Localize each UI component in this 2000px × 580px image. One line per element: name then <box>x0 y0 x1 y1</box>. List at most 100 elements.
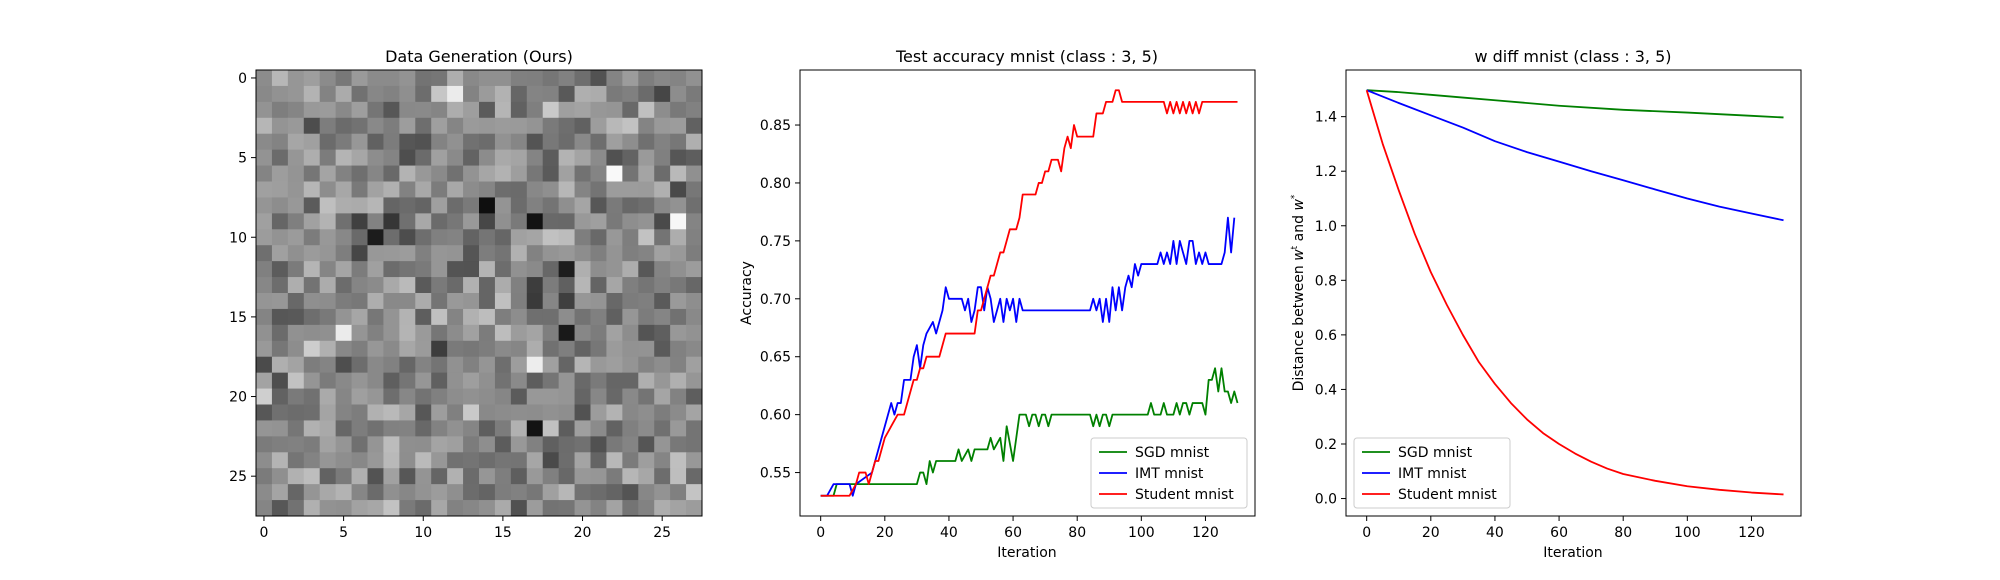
heatmap-cell <box>558 197 575 214</box>
heatmap-cell <box>303 229 321 246</box>
y-tick-label: 0.70 <box>760 292 791 308</box>
heatmap-cell <box>622 197 639 214</box>
heatmap-cell <box>463 117 480 135</box>
heatmap-cell <box>686 213 703 230</box>
heatmap-cell <box>335 229 352 246</box>
heatmap-cell <box>622 468 639 485</box>
heatmap-cell <box>287 404 305 421</box>
x-tick-label: 80 <box>1614 525 1632 541</box>
y-tick-label: 1.4 <box>1315 110 1337 126</box>
heatmap-cell <box>303 85 321 103</box>
heatmap-cell <box>431 420 448 437</box>
heatmap-cell <box>654 308 671 326</box>
heatmap-cell <box>590 197 607 214</box>
series-line <box>1365 89 1784 496</box>
heatmap-cell <box>431 133 448 151</box>
heatmap-cell <box>542 452 560 469</box>
heatmap-cell <box>303 70 321 87</box>
heatmap-cell <box>686 356 703 374</box>
heatmap-cell <box>510 213 528 230</box>
heatmap-cell <box>271 293 289 310</box>
heatmap-cell <box>638 404 655 421</box>
heatmap-cell <box>542 404 560 421</box>
heatmap-cell <box>447 356 464 374</box>
heatmap-cell <box>287 213 305 230</box>
heatmap-cell <box>479 436 496 453</box>
heatmap-cell <box>287 181 305 198</box>
heatmap-cell <box>463 149 480 166</box>
series-line <box>820 216 1236 497</box>
heatmap-cell <box>319 356 337 374</box>
heatmap-cell <box>494 356 512 374</box>
heatmap-cell <box>590 356 607 374</box>
heatmap-cell <box>287 277 305 294</box>
heatmap-cell <box>686 165 703 182</box>
heatmap-cell <box>590 261 607 278</box>
heatmap-cell <box>494 308 512 326</box>
heatmap-cell <box>447 165 464 182</box>
heatmap-cell <box>463 452 480 469</box>
heatmap-cell <box>463 181 480 198</box>
heatmap-cell <box>319 149 337 166</box>
heatmap-cell <box>447 308 464 326</box>
heatmap-cell <box>335 420 352 437</box>
heatmap-cell <box>686 436 703 453</box>
heatmap-cell <box>463 372 480 389</box>
heatmap-cell <box>383 484 400 501</box>
heatmap-cell <box>287 500 305 517</box>
heatmap-cell <box>367 500 384 517</box>
heatmap-cell <box>367 308 384 326</box>
heatmap-cell <box>351 101 368 119</box>
heatmap-cell <box>574 420 591 437</box>
heatmap-cell <box>383 500 400 517</box>
heatmap-cell <box>479 293 496 310</box>
heatmap-cell <box>256 388 273 405</box>
heatmap-cell <box>526 420 544 437</box>
heatmap-cell <box>654 340 671 358</box>
x-tick-label: 25 <box>653 525 671 541</box>
heatmap-cell <box>606 277 623 294</box>
heatmap-cell <box>526 117 544 135</box>
heatmap-cell <box>590 165 607 182</box>
heatmap-cell <box>558 293 575 310</box>
heatmap-cell <box>638 356 655 374</box>
heatmap-cell <box>335 484 352 501</box>
heatmap-cell <box>256 165 273 182</box>
heatmap-cell <box>494 213 512 230</box>
heatmap-cell <box>558 181 575 198</box>
heatmap-cell <box>558 452 575 469</box>
heatmap-cell <box>367 229 384 246</box>
heatmap-cell <box>558 324 575 342</box>
heatmap-cell <box>415 277 432 294</box>
heatmap-cell <box>638 388 655 405</box>
heatmap-cell <box>287 340 305 358</box>
heatmap-cell <box>383 70 400 87</box>
heatmap-cell <box>670 420 687 437</box>
heatmap-cell <box>447 372 464 389</box>
heatmap-cell <box>622 452 639 469</box>
heatmap-cell <box>606 85 623 103</box>
y-tick-label: 1.0 <box>1315 219 1337 235</box>
wdiff-ylabel-part: w <box>1291 199 1307 211</box>
heatmap-cell <box>638 420 655 437</box>
heatmap-cell <box>686 277 703 294</box>
y-tick-label: 10 <box>229 230 247 246</box>
heatmap-cell <box>463 420 480 437</box>
legend-box <box>1353 437 1511 509</box>
heatmap-cell <box>526 404 544 421</box>
heatmap-cell <box>351 181 368 198</box>
heatmap-cell <box>526 388 544 405</box>
heatmap-cell <box>622 420 639 437</box>
heatmap-cell <box>510 388 528 405</box>
heatmap-cell <box>287 117 305 135</box>
heatmap-cell <box>319 245 337 262</box>
heatmap-cell <box>431 404 448 421</box>
heatmap-cell <box>287 245 305 262</box>
heatmap-cell <box>271 484 289 501</box>
heatmap-cell <box>463 261 480 278</box>
x-tick-label: 20 <box>1422 525 1440 541</box>
heatmap-cell <box>271 117 289 135</box>
wdiff-series <box>1365 89 1784 496</box>
heatmap-cell <box>256 277 273 294</box>
heatmap-cell <box>431 117 448 135</box>
